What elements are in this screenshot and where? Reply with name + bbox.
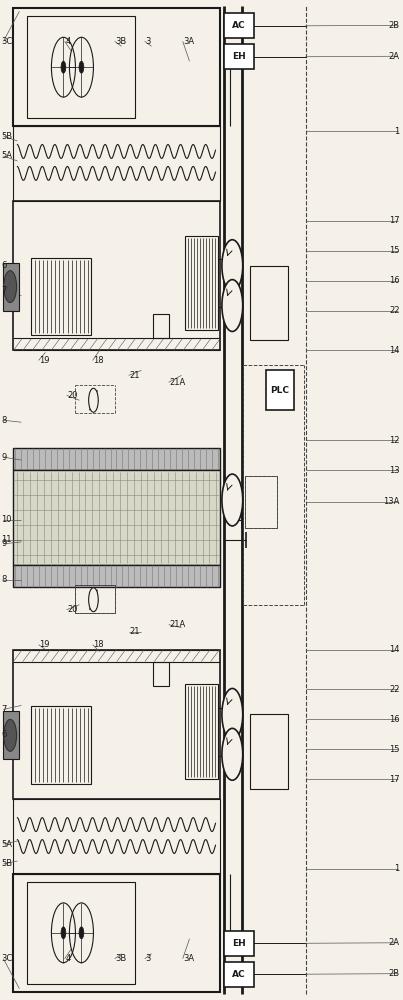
Circle shape: [4, 719, 17, 751]
Bar: [27, 882, 135, 984]
Text: 17: 17: [389, 775, 400, 784]
Circle shape: [222, 474, 243, 526]
Bar: [13, 650, 220, 799]
Bar: [13, 448, 220, 470]
Text: 14: 14: [389, 346, 400, 355]
Text: 22: 22: [389, 685, 400, 694]
Bar: [3, 711, 19, 759]
Text: 15: 15: [389, 745, 400, 754]
Circle shape: [222, 728, 243, 780]
Bar: [13, 126, 220, 201]
Text: 5B: 5B: [1, 859, 12, 868]
Text: 9: 9: [1, 539, 6, 548]
Text: 13: 13: [389, 466, 400, 475]
Text: AC: AC: [232, 970, 245, 979]
Text: 19: 19: [39, 640, 50, 649]
Text: 12: 12: [389, 436, 400, 445]
Text: 4: 4: [65, 37, 71, 46]
Text: 5B: 5B: [1, 132, 12, 141]
Text: 1: 1: [395, 127, 400, 136]
Text: 17: 17: [389, 216, 400, 225]
Text: 3C: 3C: [1, 37, 12, 46]
Bar: [266, 370, 293, 410]
Bar: [154, 314, 170, 338]
Bar: [13, 565, 220, 587]
Bar: [154, 662, 170, 686]
Circle shape: [4, 271, 17, 303]
Text: 1: 1: [395, 864, 400, 873]
Text: 5A: 5A: [1, 840, 12, 849]
Circle shape: [89, 588, 98, 612]
Bar: [224, 44, 253, 69]
Bar: [31, 706, 91, 784]
Text: 21A: 21A: [170, 378, 186, 387]
Text: PLC: PLC: [270, 386, 289, 395]
Text: 16: 16: [389, 715, 400, 724]
Text: 2B: 2B: [388, 969, 400, 978]
Text: AC: AC: [232, 21, 245, 30]
Text: 3B: 3B: [115, 37, 127, 46]
Text: 21: 21: [129, 627, 140, 636]
Text: 13A: 13A: [383, 497, 400, 506]
Text: 21: 21: [129, 371, 140, 380]
Text: 21A: 21A: [170, 620, 186, 629]
Text: 3A: 3A: [183, 37, 195, 46]
Bar: [13, 799, 220, 874]
Text: 20: 20: [67, 391, 78, 400]
Text: 8: 8: [1, 416, 7, 425]
Circle shape: [222, 240, 243, 292]
Bar: [185, 236, 218, 330]
Text: 10: 10: [1, 515, 12, 524]
Text: 18: 18: [93, 356, 104, 365]
Bar: [224, 962, 253, 987]
Text: 9: 9: [1, 453, 6, 462]
Bar: [13, 874, 220, 992]
Text: 3B: 3B: [115, 954, 127, 963]
Text: EH: EH: [232, 939, 245, 948]
Circle shape: [89, 388, 98, 412]
Text: 14: 14: [389, 645, 400, 654]
Text: 6: 6: [1, 730, 7, 739]
Text: 7: 7: [1, 286, 7, 295]
Text: 4: 4: [65, 954, 71, 963]
Text: 3: 3: [145, 954, 151, 963]
Bar: [13, 201, 220, 350]
Bar: [13, 470, 220, 565]
Circle shape: [222, 688, 243, 740]
Text: 20: 20: [67, 605, 78, 614]
Text: EH: EH: [232, 52, 245, 61]
Bar: [75, 585, 115, 613]
Bar: [3, 263, 19, 311]
Bar: [27, 16, 135, 118]
Circle shape: [61, 61, 66, 73]
Text: 11: 11: [1, 535, 12, 544]
Text: 8: 8: [1, 575, 7, 584]
Circle shape: [222, 280, 243, 331]
Bar: [249, 266, 288, 340]
Bar: [13, 8, 220, 126]
Text: 2B: 2B: [388, 21, 400, 30]
Bar: [245, 476, 277, 528]
Bar: [249, 714, 288, 789]
Text: 5A: 5A: [1, 151, 12, 160]
Text: 2A: 2A: [388, 52, 400, 61]
Text: 15: 15: [389, 246, 400, 255]
Text: 2A: 2A: [388, 938, 400, 947]
Bar: [224, 13, 253, 38]
Text: 18: 18: [93, 640, 104, 649]
Text: 16: 16: [389, 276, 400, 285]
Bar: [31, 258, 91, 335]
Text: 6: 6: [1, 261, 7, 270]
Text: 3C: 3C: [1, 954, 12, 963]
Text: 22: 22: [389, 306, 400, 315]
Bar: [224, 931, 253, 956]
Text: 7: 7: [1, 705, 7, 714]
Bar: [185, 684, 218, 779]
Text: 3A: 3A: [183, 954, 195, 963]
Circle shape: [79, 61, 84, 73]
Text: 19: 19: [39, 356, 50, 365]
Text: 3: 3: [145, 37, 151, 46]
Circle shape: [61, 927, 66, 939]
Circle shape: [79, 927, 84, 939]
